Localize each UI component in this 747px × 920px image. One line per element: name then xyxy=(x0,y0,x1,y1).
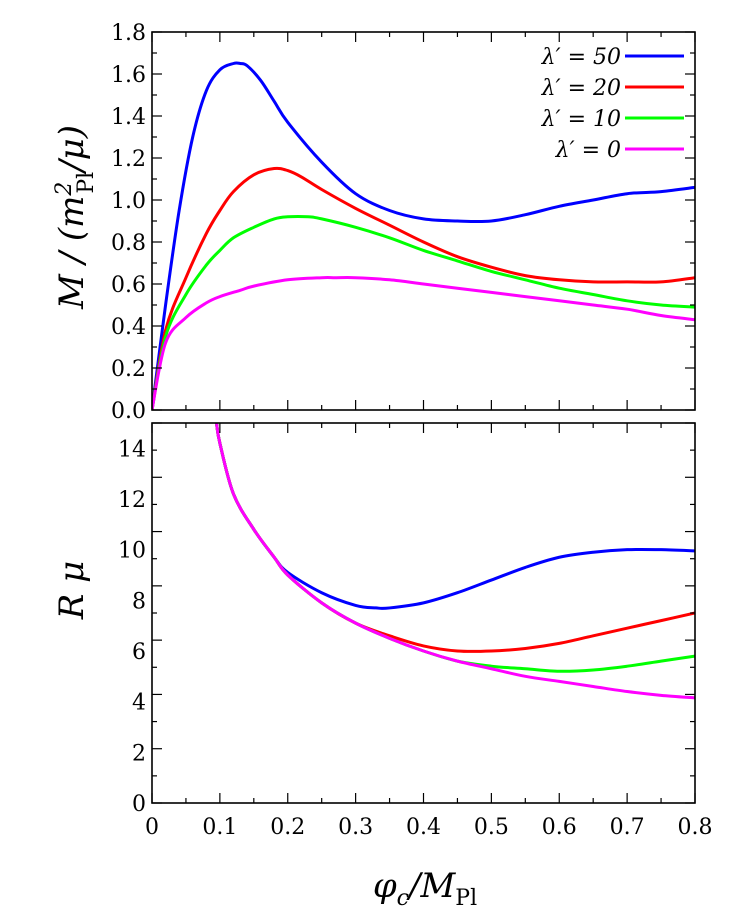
bottom-series-line-1 xyxy=(214,423,695,653)
top-y-tick-label: 1.4 xyxy=(111,105,146,130)
bottom-series-line-2 xyxy=(214,423,695,673)
x-tick-label: 0.2 xyxy=(270,815,305,840)
top-series-line-2 xyxy=(152,215,695,410)
x-tick-label: 0.5 xyxy=(474,815,509,840)
top-y-tick-label: 0.6 xyxy=(111,273,146,298)
top-y-tick-label: 0.4 xyxy=(111,315,146,340)
top-y-tick-label: 0.8 xyxy=(111,231,146,256)
top-y-tick-label: 1.6 xyxy=(111,63,146,88)
bottom-y-tick-label: 6 xyxy=(132,640,146,665)
bottom-y-tick-label: 2 xyxy=(132,741,146,766)
legend-label: λ′ = 0 xyxy=(555,138,621,163)
top-series-line-0 xyxy=(152,61,695,410)
x-tick-label: 0.4 xyxy=(406,815,441,840)
top-y-tick-label: 1.0 xyxy=(111,189,146,214)
top-ylabel: M / (m2Pl/μ) xyxy=(52,125,99,310)
legend-label: λ′ = 20 xyxy=(541,76,621,101)
top-y-tick-label: 0.0 xyxy=(111,399,146,424)
x-tick-label: 0.7 xyxy=(610,815,645,840)
bottom-plot-frame xyxy=(151,422,696,804)
x-tick-label: 0.3 xyxy=(338,815,373,840)
bottom-y-tick-label: 12 xyxy=(118,488,146,513)
bottom-series-line-0 xyxy=(214,423,695,610)
bottom-y-tick-label: 10 xyxy=(118,539,146,564)
top-y-tick-label: 0.2 xyxy=(111,357,146,382)
x-tick-label: 0.1 xyxy=(202,815,237,840)
x-tick-label: 0.6 xyxy=(542,815,577,840)
bottom-panel: 0 0.1 0.2 0.3 0.4 0.5 0.6 0.7 0.8 0 2 4 6 8 10 12 14 xyxy=(118,422,713,840)
bottom-y-tick-label: 8 xyxy=(132,589,146,614)
legend-label: λ′ = 50 xyxy=(541,45,621,70)
bottom-y-tick-label: 0 xyxy=(132,792,146,817)
top-y-tick-label: 1.2 xyxy=(111,147,146,172)
legend-label: λ′ = 10 xyxy=(541,107,621,132)
bottom-y-tick-label: 4 xyxy=(132,691,146,716)
bottom-ylabel: R μ xyxy=(52,561,92,621)
bottom-series-line-3 xyxy=(214,423,695,700)
bottom-y-tick-label: 14 xyxy=(118,437,146,462)
top-series-line-3 xyxy=(152,276,695,410)
top-series-line-1 xyxy=(152,166,695,410)
top-y-tick-label: 1.8 xyxy=(111,21,146,46)
xlabel: φc/MPl xyxy=(373,866,477,911)
x-tick-label: 0 xyxy=(145,815,159,840)
top-panel: 0.0 0.2 0.4 0.6 0.8 1.0 1.2 1.4 1.6 1.8 λ′ = 50 λ′ … xyxy=(111,21,696,424)
x-tick-label: 0.8 xyxy=(678,815,713,840)
